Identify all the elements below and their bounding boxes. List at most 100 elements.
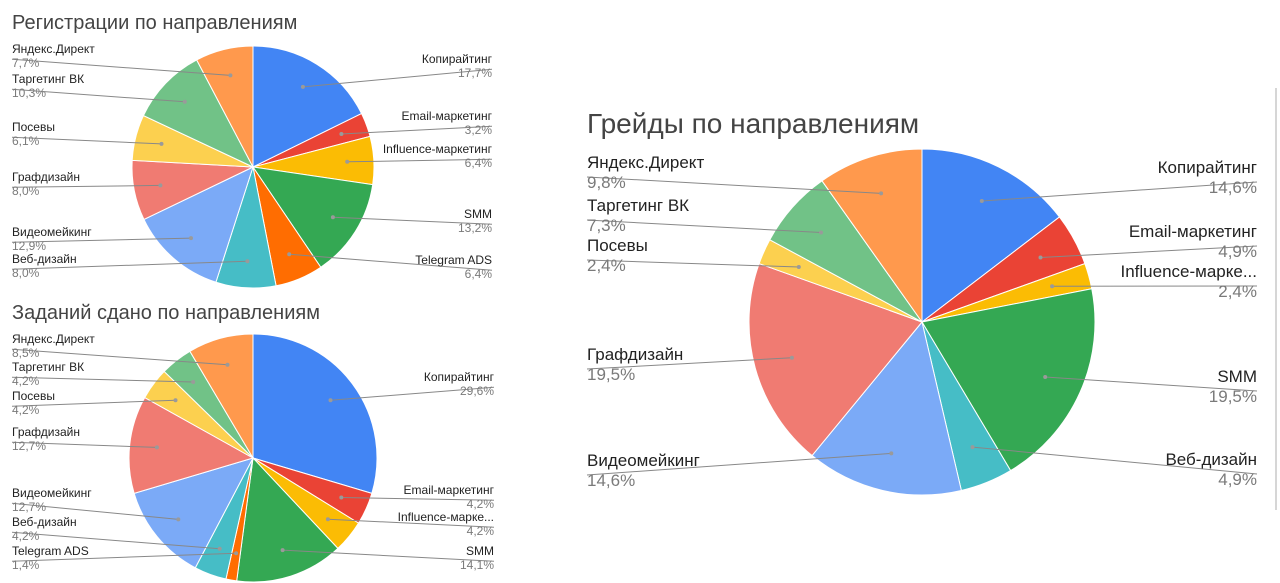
leader-line [341,497,495,501]
slice-label-percent: 1,4% [12,558,40,572]
leader-dot [300,84,305,89]
slice-label-percent: 8,0% [12,184,40,198]
slice-label-percent: 14,6% [587,471,635,490]
panel-divider [1275,88,1277,510]
slice-label-name: Посевы [12,389,55,403]
leader-line [11,348,228,366]
slice-label-name: Графдизайн [587,345,683,364]
leader-dot [159,141,164,146]
tasks-submitted-pie-chart: Заданий сдано по направлениям Копирайтин… [0,290,520,583]
pie-slices [128,333,378,583]
leader-line [282,549,495,562]
slice-label-percent: 7,7% [12,56,40,70]
slice-label-percent: 14,6% [1209,178,1257,197]
slice-label-percent: 4,2% [467,524,495,538]
pie-slice-smm [921,288,1096,472]
pie-slice-таргетинг-вк [142,59,255,169]
slice-label-percent: 4,9% [1218,242,1257,261]
slice-label-name: Видеомейкинг [12,486,92,500]
grades-pie-chart: Грейды по направлениям Копирайтинг 14,6% E… [565,90,1270,510]
slice-label-percent: 2,4% [1218,282,1257,301]
slice-label-percent: 19,5% [1209,387,1257,406]
slice-label-name: SMM [1217,367,1257,386]
slice-labels: Копирайтинг29,6%Email-маркетинг4,2%Influ… [12,332,495,572]
slice-label-name: Яндекс.Директ [12,332,95,346]
leader-line [327,518,495,528]
slice-label-name: Посевы [587,236,648,255]
leader-line [302,68,493,88]
leader-dot [330,215,335,220]
slice-label-percent: 9,8% [587,173,626,192]
leader-line [586,259,799,268]
leader-dot [217,546,222,551]
slice-label-percent: 10,3% [12,86,46,100]
leader-dot [280,548,285,553]
slice-label-name: Таргетинг ВК [587,196,689,215]
slice-label-percent: 4,2% [467,497,495,511]
slice-label-name: Посевы [12,120,55,134]
slice-label-percent: 14,1% [460,558,494,572]
leader-dot [191,380,196,384]
slice-label-name: Telegram ADS [12,544,89,558]
leader-lines [11,348,495,562]
slice-label-name: Telegram ADS [415,253,492,267]
leader-line [586,357,792,370]
leader-dot [154,445,159,450]
leader-dot [819,230,823,235]
leader-dot [339,495,344,500]
slice-label-percent: 7,3% [587,216,626,235]
slice-label-percent: 6,1% [12,134,40,148]
pie-slice-smm [251,166,374,268]
pie-slice-яндекс-директ [189,333,254,460]
pie-slice-копирайтинг [252,333,378,494]
slice-label-percent: 29,6% [460,384,494,398]
leader-line [11,260,248,270]
registrations-pie-chart: Регистрации по направлениям Копирайтинг 1… [0,0,520,290]
leader-line [11,552,237,562]
leader-dot [189,236,193,241]
leader-dot [228,73,233,78]
pie-slice-видеомейкинг [133,457,254,569]
chart-title: Грейды по направлениям [587,108,920,139]
leader-dot [234,551,239,556]
pie-slice-видеомейкинг [143,166,254,283]
leader-dot [328,398,333,403]
leader-lines [586,176,1258,476]
leader-dot [176,517,181,522]
slice-label-percent: 4,2% [12,374,40,388]
slice-label-percent: 6,4% [465,156,493,170]
leader-dot [287,252,292,257]
leader-dot [158,183,163,188]
slice-label-percent: 8,5% [12,346,40,360]
slice-label-percent: 3,2% [465,123,493,137]
leader-line [347,158,493,163]
slice-label-name: Графдизайн [12,170,80,184]
slice-label-name: Таргетинг ВК [12,360,84,374]
leader-dot [970,445,975,450]
leader-line [11,399,176,407]
slice-label-name: Видеомейкинг [587,451,700,470]
slice-label-name: SMM [464,207,492,221]
leader-line [972,446,1258,475]
pie-slice-графдизайн [748,262,923,457]
leader-line [341,125,493,135]
leader-line [11,376,194,383]
slice-label-name: SMM [466,544,494,558]
leader-line [1045,376,1258,392]
slice-label-percent: 17,7% [458,66,492,80]
leader-dot [979,199,984,203]
leader-line [11,441,157,448]
slice-label-percent: 2,4% [587,256,626,275]
pie-svg: Копирайтинг14,6%Email-маркетинг4,9%Influ… [586,148,1258,496]
leader-dot [325,517,330,522]
slice-label-name: Веб-дизайн [12,252,77,266]
chart-title: Заданий сдано по направлениям [12,302,320,324]
leader-line [981,181,1258,202]
leader-line [330,386,495,401]
leader-dot [182,99,187,104]
leader-dot [245,259,250,264]
chart-title: Регистрации по направлениям [12,12,298,34]
slice-label-name: Веб-дизайн [1165,450,1257,469]
slice-label-percent: 12,7% [12,439,46,453]
